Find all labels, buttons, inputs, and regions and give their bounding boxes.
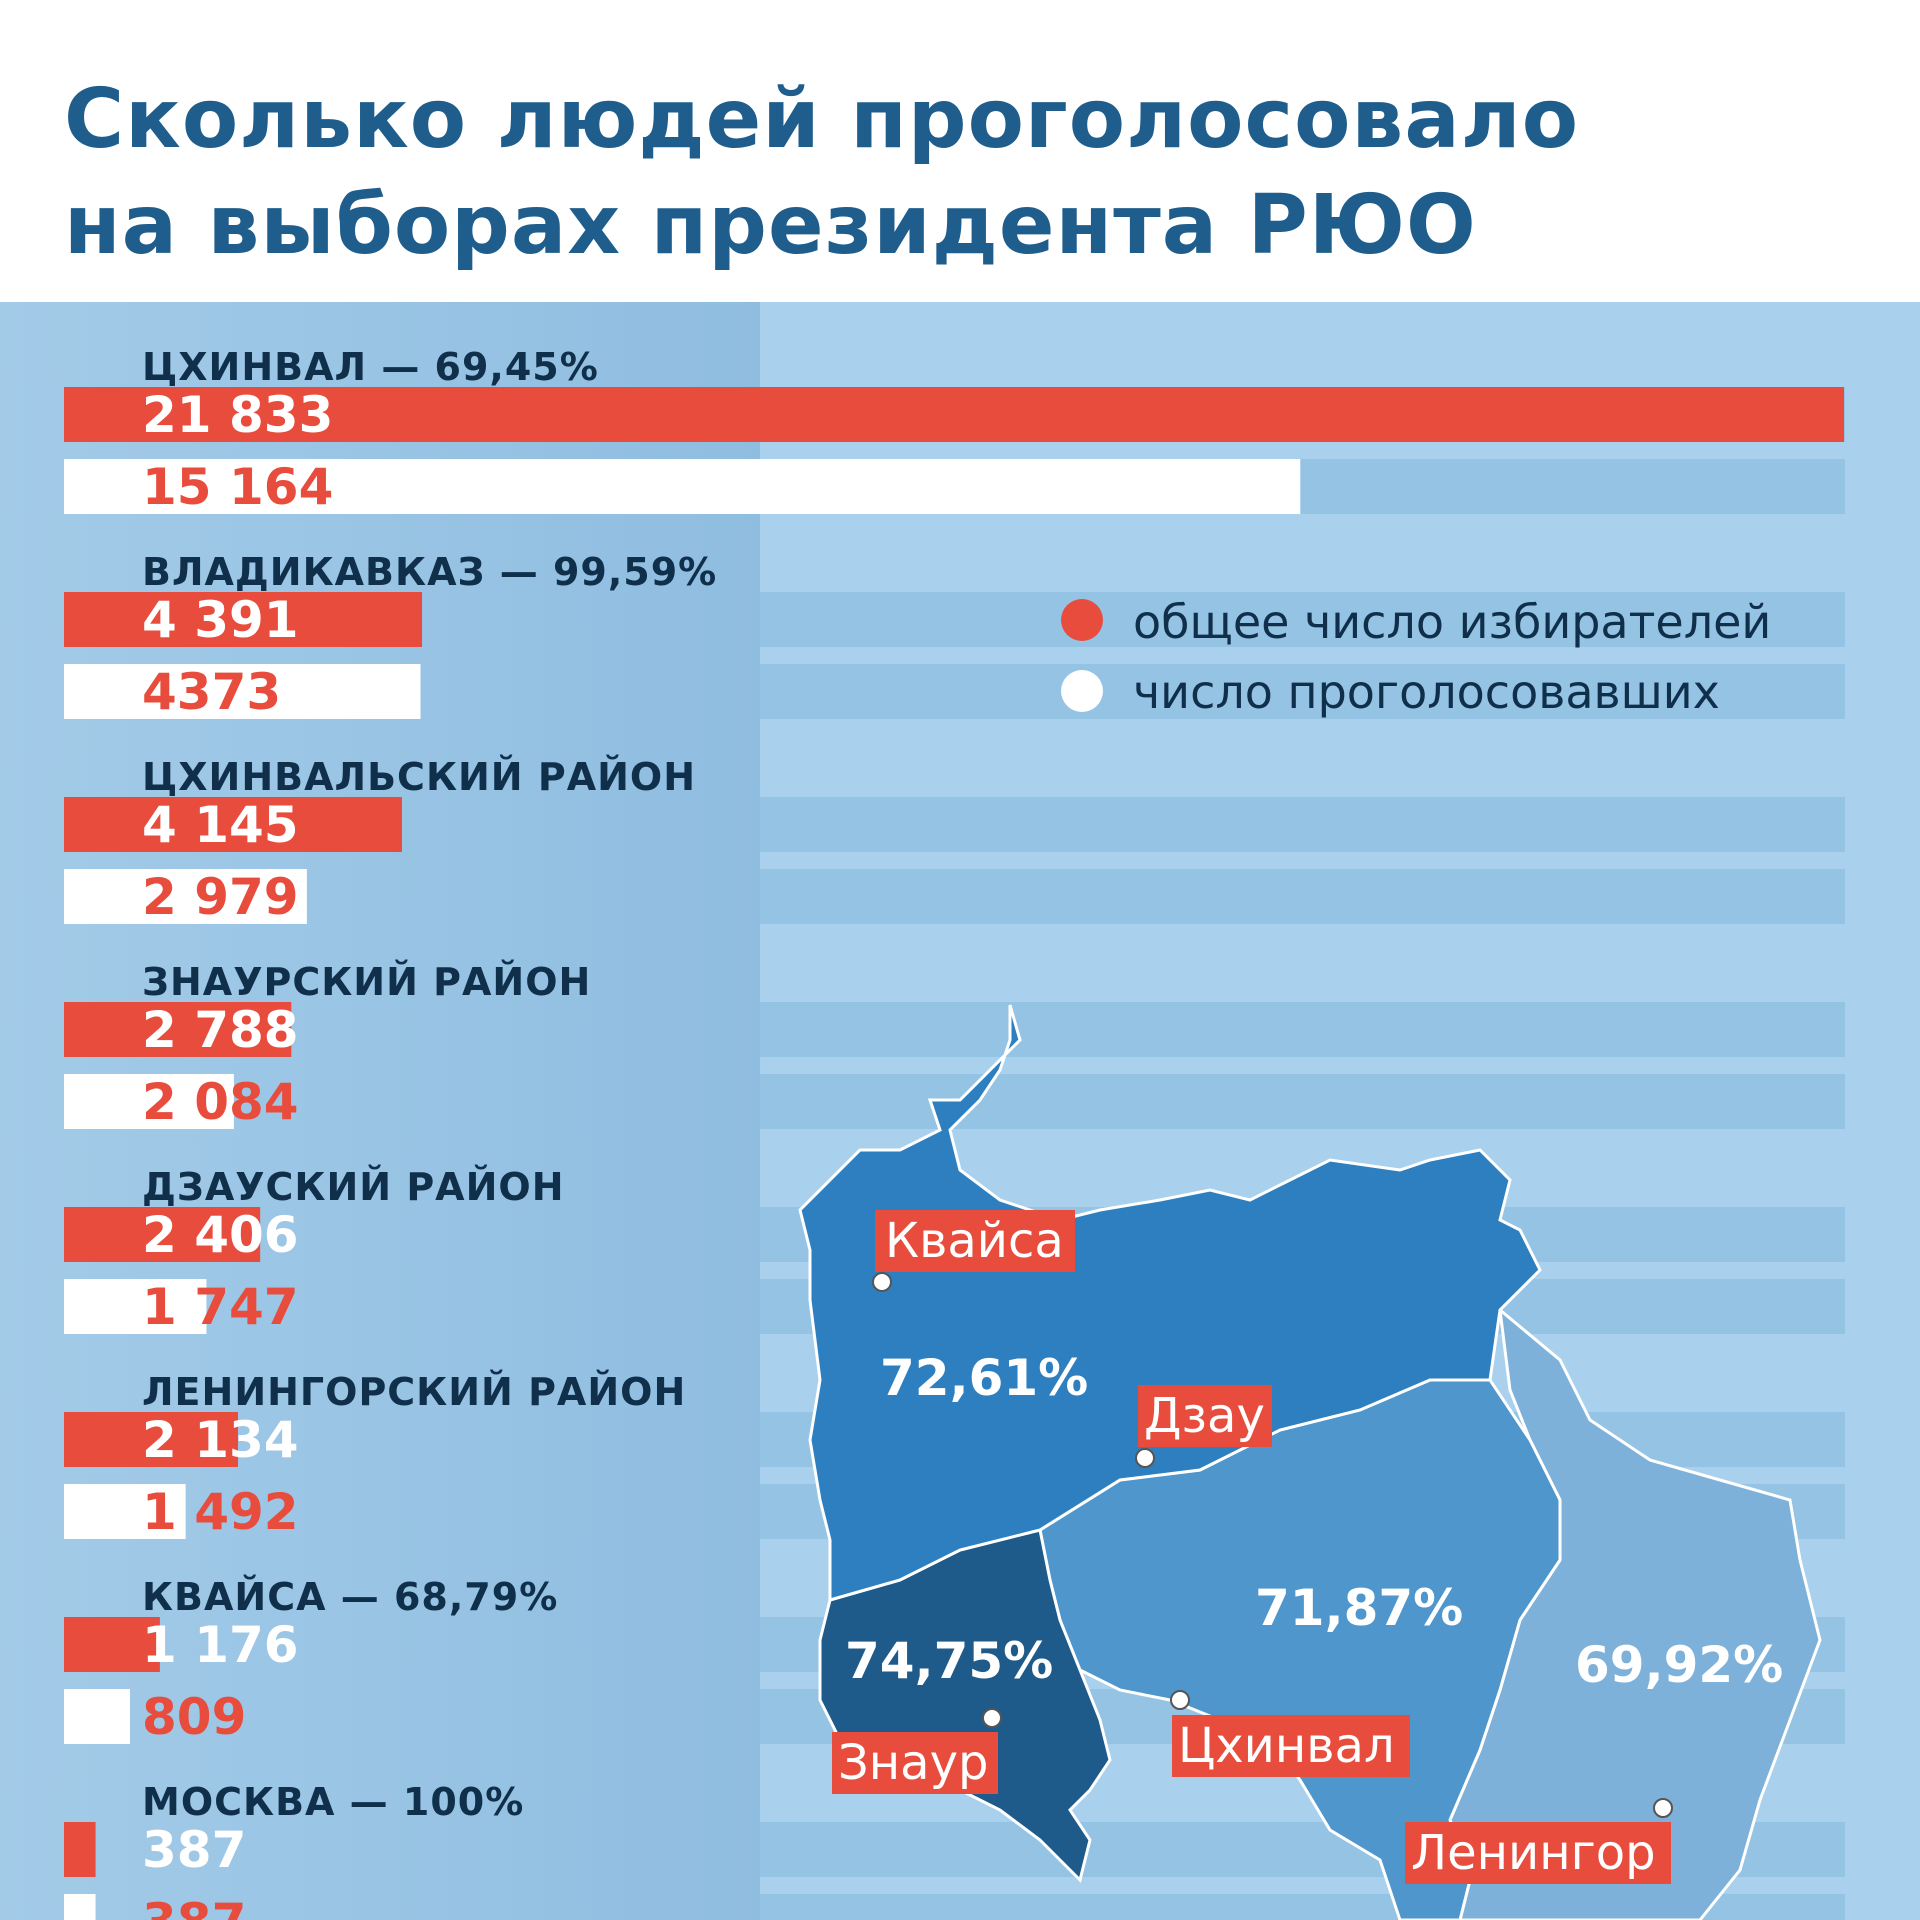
- city-label-bg: [1172, 1715, 1410, 1777]
- bar-voted-label: 809: [142, 1688, 246, 1746]
- city-marker: [872, 1272, 892, 1292]
- city-label-bg: [1405, 1822, 1671, 1884]
- city-marker: [1653, 1798, 1673, 1818]
- bar-voted: [64, 1894, 96, 1920]
- page-title-line-1: Сколько людей проголосовало: [64, 72, 1580, 167]
- map-city-kvaisa: Квайса: [872, 1210, 1075, 1292]
- background-stripe: [760, 797, 1845, 852]
- category-label: КВАЙСА — 68,79%: [142, 1575, 558, 1619]
- city-label-bg: [832, 1732, 998, 1794]
- bar-total: [64, 1412, 238, 1467]
- bar-voted: [64, 664, 421, 719]
- bar-voted-label: 1 747: [142, 1278, 299, 1336]
- bar-voted-label: 387: [142, 1893, 246, 1920]
- bar-voted: [64, 1074, 234, 1129]
- background-stripe: [760, 869, 1845, 924]
- header: Сколько людей проголосовало на выборах п…: [0, 0, 1920, 302]
- bar-total: [64, 1002, 292, 1057]
- bar-voted-label: 15 164: [142, 458, 333, 516]
- city-marker: [1170, 1690, 1190, 1710]
- page-title-line-2: на выборах президента РЮО: [64, 178, 1477, 273]
- city-marker: [1135, 1448, 1155, 1468]
- bar-total: [64, 797, 402, 852]
- bar-total: [64, 1617, 160, 1672]
- background-stripe: [760, 592, 1845, 647]
- city-label-tskhinval: Цхинвал: [1178, 1718, 1395, 1774]
- map-percent-tskhinval: 71,87%: [1255, 1579, 1463, 1637]
- bar-voted-label: 1 492: [142, 1483, 299, 1541]
- bar-total-label: 4 391: [142, 591, 299, 649]
- bar-voted: [64, 459, 1301, 514]
- category-label: МОСКВА — 100%: [142, 1780, 524, 1824]
- map-percent-znaur: 74,75%: [845, 1632, 1053, 1690]
- bar-group: ЦХИНВАЛ — 69,45%21 833 15 164 ВЛАДИКАВКАЗ …: [64, 345, 1844, 1920]
- map-city-tskhinval: Цхинвал: [1170, 1690, 1410, 1777]
- bar-total: [64, 387, 1844, 442]
- category-label: ЦХИНВАЛЬСКИЙ РАЙОН: [142, 755, 696, 799]
- background-stripe: [760, 1002, 1845, 1057]
- category-label: ЦХИНВАЛ — 69,45%: [142, 345, 599, 389]
- map-city-leningor: Ленингор: [1405, 1798, 1673, 1884]
- category-label: ЛЕНИНГОРСКИЙ РАЙОН: [142, 1370, 686, 1414]
- city-marker: [982, 1708, 1002, 1728]
- bar-total-label: 21 833: [142, 386, 333, 444]
- background-stripe: [760, 1074, 1845, 1129]
- city-label-bg: [875, 1210, 1075, 1272]
- category-label: ЗНАУРСКИЙ РАЙОН: [142, 960, 591, 1004]
- bar-total: [64, 592, 422, 647]
- legend-dot-voted: [1061, 670, 1103, 712]
- city-label-znaur: Знаур: [838, 1735, 988, 1791]
- legend-dot-total: [1061, 599, 1103, 641]
- city-label-kvaisa: Квайса: [885, 1213, 1064, 1269]
- bar-voted-label: 2 979: [142, 868, 299, 926]
- bar-voted-label: 2 084: [142, 1073, 299, 1131]
- bar-total-label: 387: [142, 1821, 246, 1879]
- bar-voted: [64, 1689, 130, 1744]
- legend-label-voted: число проголосовавших: [1133, 665, 1720, 719]
- map-percent-leningor: 69,92%: [1575, 1636, 1783, 1694]
- bar-voted: [64, 1279, 207, 1334]
- legend: общее число избирателей число проголосов…: [1061, 595, 1771, 719]
- bar-total: [64, 1207, 261, 1262]
- city-label-bg: [1138, 1385, 1272, 1447]
- bar-total-label: 2 406: [142, 1206, 299, 1264]
- legend-label-total: общее число избирателей: [1133, 595, 1771, 649]
- city-label-leningor: Ленингор: [1411, 1825, 1656, 1881]
- category-label: ВЛАДИКАВКАЗ — 99,59%: [142, 550, 717, 594]
- map-city-znaur: Знаур: [832, 1708, 1002, 1794]
- bar-total-label: 4 145: [142, 796, 299, 854]
- bar-voted: [64, 869, 307, 924]
- background-stripe: [760, 664, 1845, 719]
- region-dzau: [798, 1004, 1542, 1602]
- bar-total: [64, 1822, 96, 1877]
- bar-total-label: 2 788: [142, 1001, 299, 1059]
- bar-voted-label: 4373: [142, 663, 281, 721]
- bar-total-label: 1 176: [142, 1616, 299, 1674]
- bar-voted: [64, 1484, 186, 1539]
- south-ossetia-map: 72,61% 71,87% 69,92% 74,75% Квайса Дзау …: [798, 1004, 1822, 1920]
- bar-total-label: 2 134: [142, 1411, 299, 1469]
- city-label-dzau: Дзау: [1144, 1388, 1265, 1444]
- map-percent-dzau: 72,61%: [880, 1349, 1088, 1407]
- category-label: ДЗАУСКИЙ РАЙОН: [142, 1165, 565, 1209]
- map-city-dzau: Дзау: [1135, 1385, 1272, 1468]
